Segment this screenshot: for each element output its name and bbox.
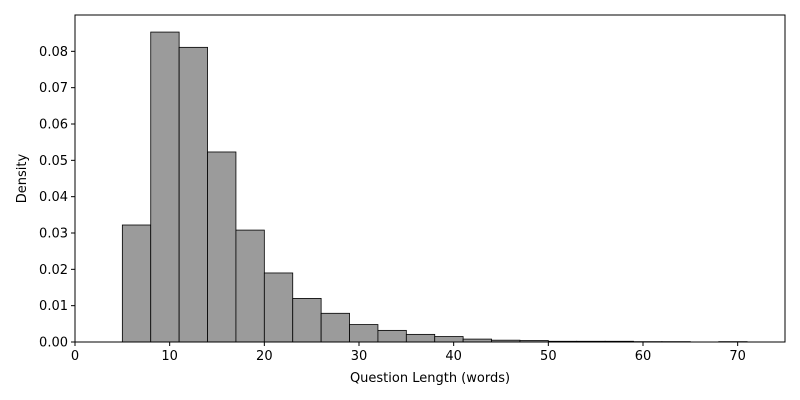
x-tick-label: 10 (161, 349, 178, 364)
y-tick-label: 0.08 (39, 45, 68, 60)
x-tick-label: 50 (540, 349, 557, 364)
y-axis-label: Density (15, 153, 30, 203)
histogram-bar-2 (178, 46, 208, 343)
histogram-bar-8 (349, 324, 379, 343)
histogram-bar-7 (320, 312, 350, 343)
histogram-bar-1 (150, 31, 180, 343)
x-tick-label: 30 (351, 349, 368, 364)
y-tick-label: 0.07 (39, 81, 68, 96)
x-axis: 0 10 20 30 40 50 60 70 (71, 342, 746, 364)
histogram-bar-4 (235, 229, 265, 343)
histogram-bar-5 (263, 272, 294, 343)
histogram-bar-0 (121, 224, 152, 343)
x-axis-label: Question Length (words) (350, 371, 510, 386)
y-tick-label: 0.04 (39, 190, 68, 205)
y-tick-label: 0.05 (39, 154, 68, 169)
histogram-bar-11 (434, 336, 464, 343)
histogram-bar-9 (377, 329, 407, 343)
bars-group (121, 31, 748, 343)
histogram-bar-6 (292, 297, 322, 343)
x-tick-label: 40 (445, 349, 462, 364)
y-tick-label: 0.01 (39, 299, 68, 314)
x-tick-label: 70 (729, 349, 746, 364)
y-axis: 0.00 0.01 0.02 0.03 0.04 0.05 0.06 0.07 0.08 (39, 45, 75, 351)
y-tick-label: 0.00 (39, 336, 68, 351)
x-tick-label: 20 (256, 349, 273, 364)
plot-frame (74, 14, 786, 343)
x-tick-label: 60 (635, 349, 652, 364)
y-tick-label: 0.02 (39, 263, 68, 278)
y-tick-label: 0.06 (39, 118, 68, 133)
x-tick-label: 0 (71, 349, 79, 364)
y-tick-label: 0.03 (39, 227, 68, 242)
histogram-bar-10 (405, 333, 436, 343)
histogram-bar-3 (207, 151, 237, 343)
